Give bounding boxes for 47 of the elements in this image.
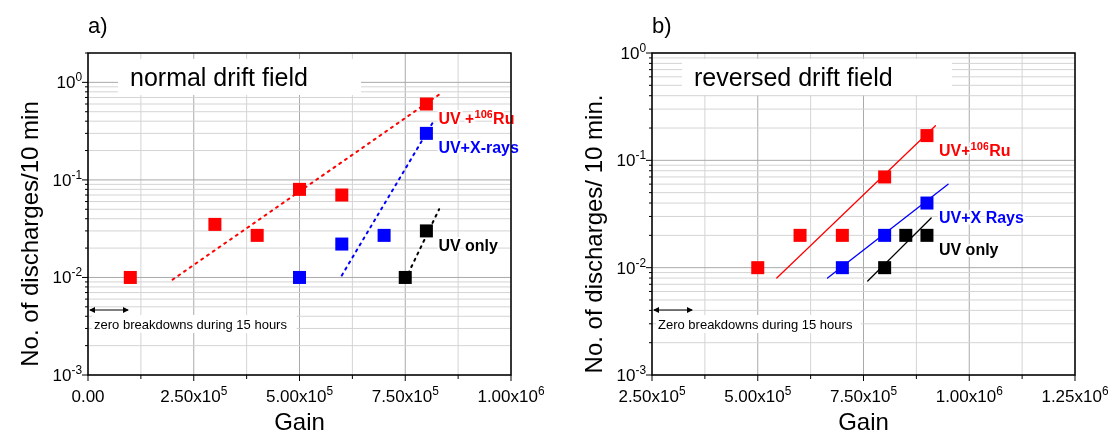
x-axis-title: Gain	[838, 408, 889, 435]
point	[835, 228, 849, 242]
x-tick-label: 1.25x10$^{6}$	[1041, 384, 1109, 406]
x-tick-label: 0.00	[71, 387, 105, 406]
point	[419, 224, 433, 238]
series-label: UV only	[938, 241, 999, 259]
x-tick-label: 2.50x10$^{5}$	[618, 384, 686, 406]
point	[208, 217, 222, 231]
point	[250, 228, 264, 242]
annotation: reversed drift field	[694, 63, 893, 91]
x-tick-label: 7.50x10$^{5}$	[829, 384, 898, 406]
x-tick-label: 7.50x10$^{5}$	[371, 384, 440, 406]
point	[899, 228, 913, 242]
point	[335, 237, 349, 251]
y-tick-label: 10$^{-3}$	[616, 363, 647, 385]
y-axis-title: No. of discharges/10 min	[16, 101, 43, 367]
y-tick-label: 10$^{-2}$	[52, 265, 83, 288]
series-label: UV only	[438, 236, 499, 254]
point	[398, 270, 412, 284]
point	[751, 261, 765, 275]
point	[335, 188, 349, 202]
point	[377, 228, 391, 242]
x-tick-label: 2.50x10$^{5}$	[160, 384, 228, 406]
y-tick-label: 10$^{-1}$	[616, 148, 647, 171]
series-label: UV+X Rays	[938, 209, 1024, 227]
point	[293, 270, 306, 284]
y-tick-label: 10$^{-3}$	[52, 363, 83, 385]
x-tick-label: 1.00x10$^{6}$	[935, 384, 1004, 406]
y-tick-label: 10$^{-2}$	[616, 255, 647, 278]
x-tick-label: 5.00x10$^{5}$	[265, 384, 334, 406]
y-axis-title: No. of discharges/ 10 min.	[580, 94, 607, 374]
point	[419, 126, 433, 140]
series-label: UV+$^{106}$Ru	[938, 139, 1011, 159]
chart-title: a)	[88, 13, 108, 38]
annotation: Zero breakdowns during 15 hours	[658, 317, 853, 332]
x-tick-label: 1.00x10$^{6}$	[477, 384, 545, 406]
y-tick-label: 10$^{-1}$	[52, 167, 83, 190]
point	[920, 228, 934, 242]
chart-title: b)	[652, 13, 672, 38]
y-tick-label: 10$^{0}$	[56, 70, 83, 93]
x-tick-label: 5.00x10$^{5}$	[724, 384, 792, 406]
annotation: zero breakdowns during 15 hours	[94, 317, 288, 332]
point	[793, 228, 807, 242]
x-axis-title: Gain	[274, 408, 325, 435]
point	[123, 270, 137, 284]
annotation: normal drift field	[130, 63, 308, 91]
y-tick-label: 10$^{0}$	[620, 41, 647, 63]
